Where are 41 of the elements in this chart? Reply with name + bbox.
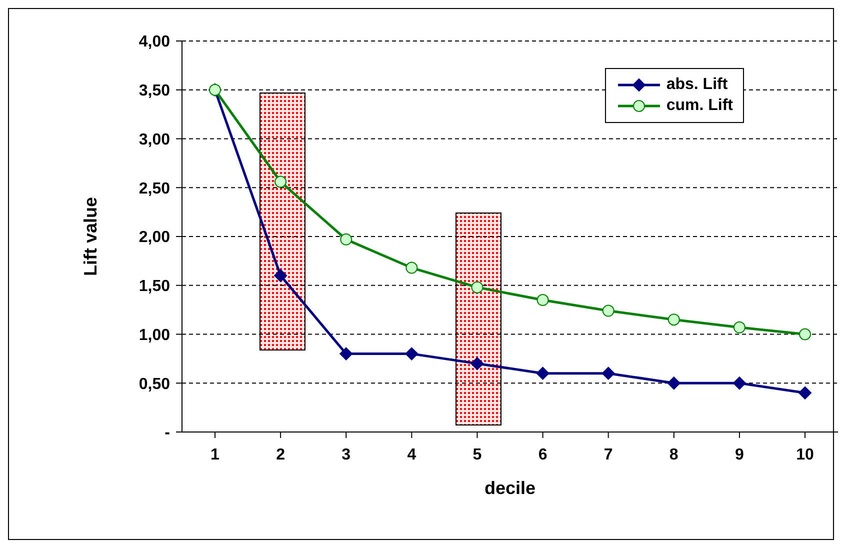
point <box>340 233 352 246</box>
y-tick-label: 1,00 <box>138 326 170 344</box>
point <box>536 294 549 306</box>
point <box>732 376 746 390</box>
point <box>470 357 484 370</box>
y-tick-label: 0,50 <box>138 376 170 393</box>
point <box>536 366 550 380</box>
point <box>602 366 615 380</box>
legend-label: cum. Lift <box>666 97 733 115</box>
point <box>471 281 484 294</box>
point <box>668 314 680 326</box>
x-tick-label: 10 <box>796 446 814 464</box>
point <box>798 386 812 400</box>
point <box>799 328 811 340</box>
x-axis-title: decile <box>484 478 536 498</box>
legend-label: abs. Lift <box>666 76 728 94</box>
point <box>733 321 746 334</box>
point <box>340 347 353 360</box>
point <box>406 262 418 274</box>
x-tick-label: 9 <box>734 446 744 464</box>
y-tick-label: 4,00 <box>138 34 170 51</box>
x-tick-label: 1 <box>210 446 220 464</box>
x-tick-label: 4 <box>407 446 416 464</box>
point <box>602 304 614 317</box>
point <box>274 269 288 282</box>
x-tick-label: 8 <box>669 446 678 464</box>
y-tick-label: 2,50 <box>138 180 170 198</box>
x-tick-label: 5 <box>472 446 482 464</box>
point <box>274 176 287 188</box>
y-tick-label: 1,50 <box>138 278 170 296</box>
x-tick-label: 2 <box>276 446 286 464</box>
x-tick-label: 6 <box>538 446 548 464</box>
x-tick-label: 7 <box>604 446 613 464</box>
y-tick-label: - <box>164 424 170 442</box>
x-tick-label: 3 <box>342 446 351 464</box>
y-tick-label: 2,00 <box>138 229 170 246</box>
point <box>667 376 680 390</box>
y-axis-title: Lift value <box>80 196 100 276</box>
point <box>405 347 418 360</box>
y-tick-label: 3,50 <box>138 82 170 100</box>
y-tick-label: 3,00 <box>138 131 170 148</box>
